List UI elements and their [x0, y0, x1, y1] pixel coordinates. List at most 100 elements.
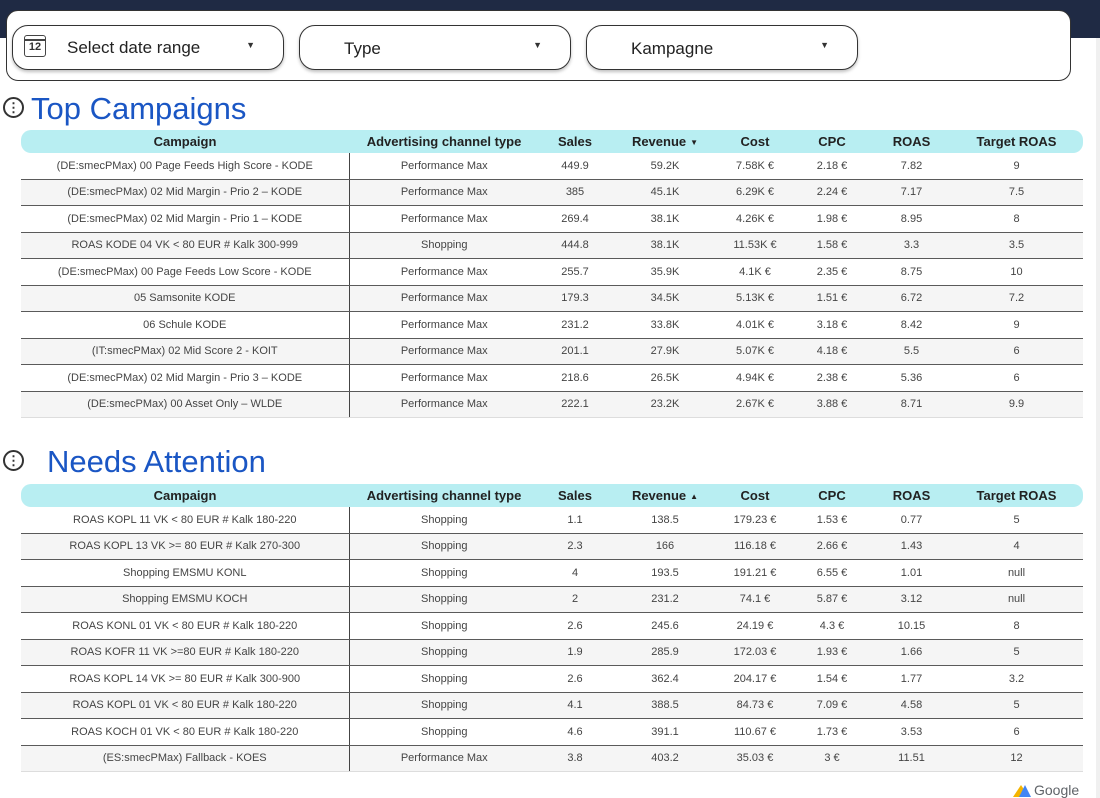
table-cell: 403.2	[611, 745, 719, 772]
google-logo-text: Google	[1034, 782, 1080, 798]
table-cell: ROAS KONL 01 VK < 80 EUR # Kalk 180-220	[21, 612, 350, 640]
table-cell: 388.5	[611, 692, 719, 719]
table-row[interactable]: (DE:smecPMax) 00 Asset Only – WLDE Perfor…	[21, 391, 1083, 418]
column-header[interactable]: Target ROAS	[950, 130, 1083, 153]
table-cell: (DE:smecPMax) 02 Mid Margin - Prio 2 – K…	[21, 179, 350, 206]
table-row[interactable]: ROAS KOFR 11 VK >=80 EUR # Kalk 180-220 S…	[21, 639, 1083, 666]
table-cell: 24.19 €	[719, 612, 791, 640]
table-cell: 8.75	[873, 258, 950, 286]
column-header[interactable]: CPC	[791, 484, 873, 507]
table-cell: 1.73 €	[791, 718, 873, 746]
table-row[interactable]: ROAS KOPL 01 VK < 80 EUR # Kalk 180-220 S…	[21, 692, 1083, 719]
table-cell: 2	[539, 586, 611, 613]
table-row[interactable]: Shopping EMSMU KOCH Shopping 2 231.2 74.1 €5…	[21, 586, 1083, 613]
table-cell: 59.2K	[611, 153, 719, 180]
table-cell: Shopping EMSMU KONL	[21, 559, 350, 587]
table-cell: 385	[539, 179, 611, 206]
date-range-filter[interactable]: 12 Select date range ▼	[12, 25, 284, 70]
table-cell: 3.88 €	[791, 391, 873, 418]
table-cell: 05 Samsonite KODE	[21, 285, 350, 312]
table-row[interactable]: (DE:smecPMax) 02 Mid Margin - Prio 3 – K…	[21, 364, 1083, 392]
table-cell: 9	[950, 153, 1083, 180]
table-cell: 2.18 €	[791, 153, 873, 180]
table-cell: 449.9	[539, 153, 611, 180]
table-cell: 4.1	[539, 692, 611, 719]
column-header[interactable]: Cost	[719, 484, 791, 507]
table-row[interactable]: (DE:smecPMax) 00 Page Feeds High Score -…	[21, 153, 1083, 180]
table-cell: 3.2	[950, 665, 1083, 693]
table-cell: 231.2	[611, 586, 719, 613]
table-cell: (DE:smecPMax) 00 Page Feeds High Score -…	[21, 153, 350, 180]
table-row[interactable]: ROAS KOPL 11 VK < 80 EUR # Kalk 180-220 S…	[21, 507, 1083, 534]
column-header[interactable]: Revenue ▲	[611, 484, 719, 507]
column-header[interactable]: Sales	[539, 484, 611, 507]
scrollbar[interactable]	[1096, 38, 1100, 798]
table-cell: 285.9	[611, 639, 719, 666]
column-header[interactable]: Advertising channel type	[349, 484, 539, 507]
table-cell: 1.98 €	[791, 205, 873, 233]
table-row[interactable]: ROAS KODE 04 VK < 80 EUR # Kalk 300-999 S…	[21, 232, 1083, 259]
table-cell: 4.94K €	[719, 364, 791, 392]
type-filter[interactable]: Type ▼	[299, 25, 571, 70]
table-cell: (ES:smecPMax) Fallback - KOES	[21, 745, 350, 772]
table-row[interactable]: (IT:smecPMax) 02 Mid Score 2 - KOIT Perfo…	[21, 338, 1083, 365]
table-row[interactable]: ROAS KOPL 13 VK >= 80 EUR # Kalk 270-300…	[21, 533, 1083, 560]
table-row[interactable]: (ES:smecPMax) Fallback - KOES Performance…	[21, 745, 1083, 772]
table-row[interactable]: (DE:smecPMax) 02 Mid Margin - Prio 1 – K…	[21, 205, 1083, 233]
table-cell: 1.01	[873, 559, 950, 587]
table-cell: Shopping	[349, 533, 539, 560]
column-header[interactable]: Campaign	[21, 130, 349, 153]
table-cell: 10.15	[873, 612, 950, 640]
table-row[interactable]: ROAS KOCH 01 VK < 80 EUR # Kalk 180-220 S…	[21, 718, 1083, 746]
column-header[interactable]: Campaign	[21, 484, 349, 507]
table-cell: 6.29K €	[719, 179, 791, 206]
table-cell: 26.5K	[611, 364, 719, 392]
column-header[interactable]: Sales	[539, 130, 611, 153]
table-cell: Shopping	[349, 718, 539, 746]
column-header[interactable]: ROAS	[873, 484, 950, 507]
table-cell: 27.9K	[611, 338, 719, 365]
table-row[interactable]: 05 Samsonite KODE Performance Max 179.3 34.…	[21, 285, 1083, 312]
table-cell: 7.82	[873, 153, 950, 180]
table-row[interactable]: ROAS KOPL 14 VK >= 80 EUR # Kalk 300-900…	[21, 665, 1083, 693]
table-cell: 5	[950, 692, 1083, 719]
sort-desc-icon[interactable]: ▼	[690, 138, 699, 148]
table-cell: ROAS KOCH 01 VK < 80 EUR # Kalk 180-220	[21, 718, 350, 746]
table-cell: 218.6	[539, 364, 611, 392]
column-header[interactable]: Target ROAS	[950, 484, 1083, 507]
table-cell: 4	[539, 559, 611, 587]
table-cell: 3.8	[539, 745, 611, 772]
table-cell: ROAS KOPL 01 VK < 80 EUR # Kalk 180-220	[21, 692, 350, 719]
column-header[interactable]: ROAS	[873, 130, 950, 153]
column-header[interactable]: Revenue ▼	[611, 130, 719, 153]
table-cell: 245.6	[611, 612, 719, 640]
column-header[interactable]: CPC	[791, 130, 873, 153]
table-cell: 179.23 €	[719, 507, 791, 534]
table-row[interactable]: ROAS KONL 01 VK < 80 EUR # Kalk 180-220 S…	[21, 612, 1083, 640]
chevron-down-icon: ▼	[533, 40, 542, 50]
column-header[interactable]: Cost	[719, 130, 791, 153]
info-icon[interactable]: ⋮	[3, 97, 24, 118]
table-cell: (IT:smecPMax) 02 Mid Score 2 - KOIT	[21, 338, 350, 365]
campaign-filter[interactable]: Kampagne ▼	[586, 25, 858, 70]
table-cell: 2.66 €	[791, 533, 873, 560]
table-row[interactable]: (DE:smecPMax) 00 Page Feeds Low Score - …	[21, 258, 1083, 286]
table-cell: (DE:smecPMax) 02 Mid Margin - Prio 3 – K…	[21, 364, 350, 392]
table-cell: ROAS KOPL 13 VK >= 80 EUR # Kalk 270-300	[21, 533, 350, 560]
sort-asc-icon[interactable]: ▲	[690, 492, 699, 502]
table-cell: 2.6	[539, 612, 611, 640]
table-row[interactable]: (DE:smecPMax) 02 Mid Margin - Prio 2 – K…	[21, 179, 1083, 206]
table-cell: 6	[950, 364, 1083, 392]
table-cell: Shopping	[349, 639, 539, 666]
table-cell: 7.2	[950, 285, 1083, 312]
table-cell: 8.95	[873, 205, 950, 233]
table-cell: 5.87 €	[791, 586, 873, 613]
table-row[interactable]: 06 Schule KODE Performance Max 231.2 33.8K 4…	[21, 311, 1083, 339]
table-cell: 1.9	[539, 639, 611, 666]
column-header[interactable]: Advertising channel type	[349, 130, 539, 153]
table-cell: 444.8	[539, 232, 611, 259]
table-row[interactable]: Shopping EMSMU KONL Shopping 4 193.5 191.21 …	[21, 559, 1083, 587]
table-cell: 11.51	[873, 745, 950, 772]
table-cell: Shopping	[349, 665, 539, 693]
info-icon[interactable]: ⋮	[3, 450, 24, 471]
